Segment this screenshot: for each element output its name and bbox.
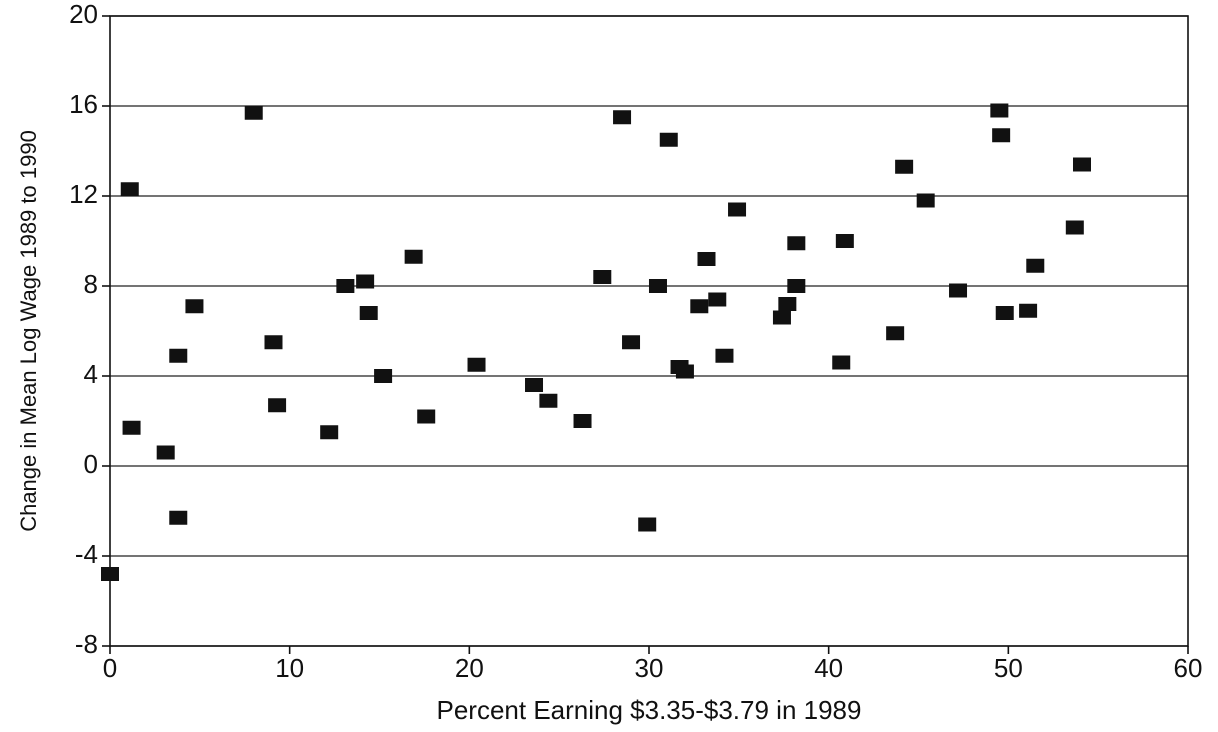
point (320, 425, 339, 440)
point (832, 355, 851, 370)
point (467, 357, 486, 372)
point (1019, 303, 1038, 318)
point (613, 110, 632, 125)
y-tick-label: 8 (84, 269, 98, 299)
point (690, 299, 709, 314)
y-tick-label: -8 (75, 629, 98, 659)
point (122, 420, 141, 435)
point (101, 567, 119, 581)
y-tick-label: 0 (84, 449, 98, 479)
point (916, 193, 935, 208)
plot-frame (109, 15, 1189, 647)
y-tick-label: 16 (69, 89, 98, 119)
point (992, 128, 1011, 143)
point (895, 159, 914, 174)
point (648, 279, 667, 293)
x-tick-label: 0 (103, 653, 117, 683)
point (156, 445, 175, 460)
point (336, 279, 355, 293)
point (573, 414, 592, 428)
y-tick-label: 20 (69, 0, 98, 29)
x-tick-label: 60 (1174, 653, 1203, 683)
x-tick-label: 10 (275, 653, 304, 683)
point (268, 398, 287, 413)
point (835, 234, 854, 248)
point (359, 306, 378, 320)
x-tick-label: 30 (635, 653, 664, 683)
point (525, 378, 544, 392)
point (675, 364, 694, 379)
point (417, 409, 436, 424)
point (169, 510, 188, 525)
y-tick-label: -4 (75, 539, 98, 569)
y-axis-label: Change in Mean Log Wage 1989 to 1990 (16, 130, 41, 532)
point (185, 299, 204, 314)
point (787, 279, 806, 293)
point (1065, 220, 1084, 235)
point (949, 283, 968, 298)
point (264, 335, 283, 350)
point (1026, 258, 1045, 273)
point (120, 182, 139, 197)
point (990, 103, 1009, 118)
point (622, 335, 641, 350)
x-tick-label: 40 (814, 653, 843, 683)
point (638, 517, 657, 532)
point (728, 202, 747, 217)
point (356, 274, 375, 289)
point (772, 310, 791, 325)
point (374, 369, 393, 383)
x-axis-label: Percent Earning $3.35-$3.79 in 1989 (437, 695, 862, 725)
y-tick-label: 4 (84, 359, 98, 389)
point (169, 348, 188, 363)
x-tick-label: 20 (455, 653, 484, 683)
point (593, 270, 612, 284)
point (995, 306, 1014, 320)
point (659, 132, 678, 147)
point (697, 252, 716, 266)
point (244, 105, 263, 120)
point (787, 236, 806, 251)
point (715, 348, 734, 363)
y-tick-label: 12 (69, 179, 98, 209)
x-tick-label: 50 (994, 653, 1023, 683)
point (886, 326, 905, 341)
point (539, 393, 558, 408)
point (404, 249, 423, 264)
point (1072, 157, 1091, 172)
point (708, 292, 727, 307)
point (778, 297, 797, 311)
